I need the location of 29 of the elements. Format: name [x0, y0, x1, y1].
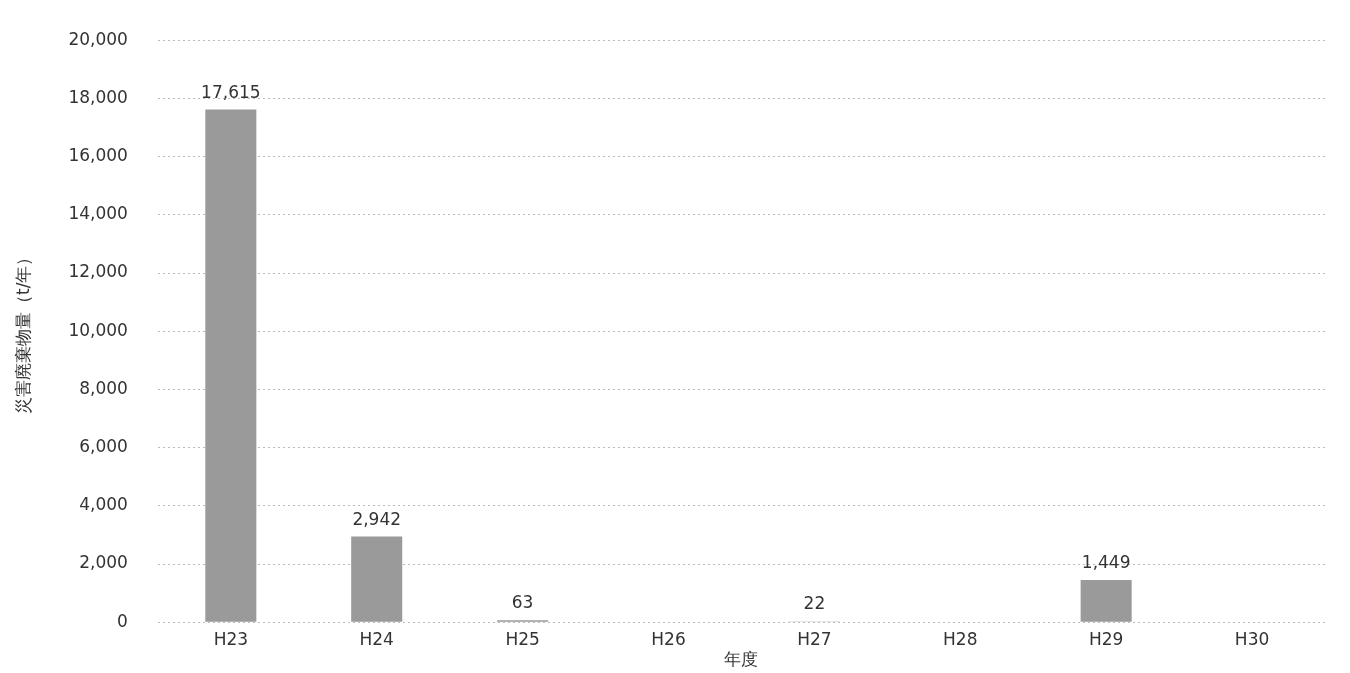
- y-tick-label: 6,000: [79, 436, 128, 457]
- data-label: 2,942: [352, 508, 402, 529]
- data-label: 1,449: [1081, 551, 1131, 572]
- y-tick-label: 12,000: [68, 261, 128, 282]
- x-tick-label: H23: [213, 628, 249, 649]
- bar: [1080, 580, 1132, 622]
- bar: [205, 109, 257, 622]
- y-tick-label: 2,000: [79, 552, 128, 573]
- y-axis-title: 災害廃棄物量（t/年）: [12, 248, 33, 414]
- x-tick-label: H30: [1234, 628, 1270, 649]
- bar: [351, 536, 403, 622]
- x-tick-label: H26: [651, 628, 686, 649]
- y-tick-label: 4,000: [79, 494, 128, 515]
- x-tick-label: H25: [505, 628, 540, 649]
- x-tick-label: H27: [797, 628, 832, 649]
- y-tick-label: 20,000: [68, 28, 128, 49]
- y-tick-label: 18,000: [68, 86, 128, 107]
- x-tick-label: H24: [359, 628, 394, 649]
- data-label: 17,615: [201, 81, 261, 102]
- x-tick-label: H28: [943, 628, 978, 649]
- x-axis-title: 年度: [724, 649, 759, 670]
- data-label: 22: [803, 593, 826, 614]
- x-tick-label: H29: [1088, 628, 1124, 649]
- y-tick-label: 16,000: [68, 145, 128, 166]
- y-tick-label: 8,000: [79, 377, 128, 398]
- y-tick-label: 14,000: [68, 203, 128, 224]
- y-tick-label: 0: [117, 610, 128, 631]
- data-label: 63: [511, 592, 534, 613]
- y-tick-label: 10,000: [68, 319, 128, 340]
